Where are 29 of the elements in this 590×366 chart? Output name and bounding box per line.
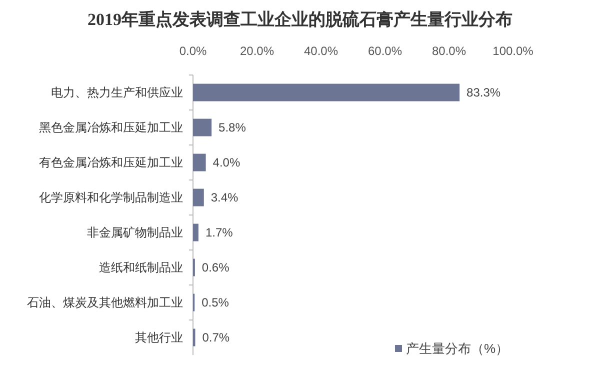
x-tick-label: 60.0% [368, 44, 402, 58]
x-tick-label: 0.0% [179, 44, 207, 58]
bar [193, 118, 212, 136]
y-tick-label: 化学原料和化学制品制造业 [39, 190, 183, 204]
data-label: 1.7% [205, 226, 234, 240]
y-tick-label: 有色金属冶炼和压延加工业 [39, 156, 183, 170]
x-tick-label: 80.0% [432, 44, 466, 58]
data-label: 0.7% [202, 330, 230, 344]
legend-label: 产生量分布（%） [406, 341, 509, 356]
y-tick-label: 石油、煤炭及其他燃料加工业 [27, 296, 183, 310]
y-tick-label: 非金属矿物制品业 [87, 226, 183, 240]
bar [193, 154, 206, 172]
data-label: 0.6% [202, 260, 230, 274]
data-label: 5.8% [218, 120, 246, 134]
data-label: 83.3% [466, 86, 501, 100]
bar [193, 84, 460, 102]
y-tick-label: 黑色金属冶炼和压延加工业 [39, 120, 183, 134]
y-tick-label: 电力、热力生产和供应业 [51, 86, 183, 100]
x-tick-label: 100.0% [492, 44, 534, 58]
bar [193, 188, 204, 206]
x-tick-label: 40.0% [304, 44, 338, 58]
data-label: 3.4% [210, 190, 239, 204]
data-label: 4.0% [212, 156, 240, 170]
data-label: 0.5% [202, 296, 230, 310]
y-tick-label: 其他行业 [135, 330, 183, 344]
y-tick-label: 造纸和纸制品业 [99, 260, 183, 274]
chart-title: 2019年重点发表调查工业企业的脱硫石膏产生量行业分布 [88, 10, 512, 29]
bar [193, 224, 198, 242]
x-tick-label: 20.0% [240, 44, 274, 58]
